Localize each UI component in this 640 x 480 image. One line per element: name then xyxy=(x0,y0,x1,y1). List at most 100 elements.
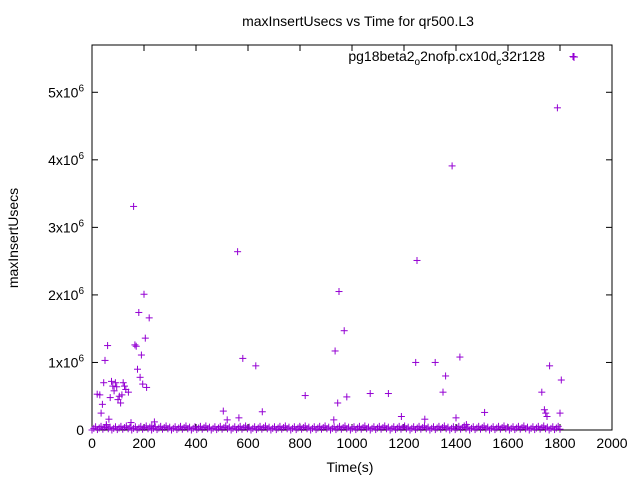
baseline-point xyxy=(520,422,528,430)
y-axis-label: maxInsertUsecs xyxy=(5,188,21,288)
data-point xyxy=(148,422,156,430)
data-point xyxy=(131,341,139,349)
x-tick-label: 1800 xyxy=(544,435,575,451)
data-point xyxy=(569,52,577,60)
data-point xyxy=(343,393,351,401)
data-point xyxy=(442,372,450,380)
y-tick-label: 0 xyxy=(76,422,84,438)
data-point xyxy=(335,288,343,296)
data-point xyxy=(117,399,125,407)
baseline-point xyxy=(182,422,190,430)
data-point xyxy=(258,408,266,416)
data-point xyxy=(448,162,456,170)
data-point xyxy=(421,415,429,423)
data-point xyxy=(143,383,151,391)
data-points xyxy=(88,52,577,434)
data-point xyxy=(557,376,565,384)
baseline-point xyxy=(341,422,349,430)
data-point xyxy=(135,308,143,316)
data-point xyxy=(113,383,121,391)
data-point xyxy=(481,408,489,416)
data-point xyxy=(235,414,243,422)
data-point xyxy=(97,409,105,417)
data-point xyxy=(462,421,470,429)
data-point xyxy=(105,415,113,423)
data-point xyxy=(132,342,140,350)
legend-label: pg18beta2o2nofp.cx10dc32r128 xyxy=(348,48,545,68)
baseline-point xyxy=(401,422,409,430)
data-point xyxy=(118,391,126,399)
data-point xyxy=(334,399,342,407)
baseline-point xyxy=(552,424,560,432)
baseline-point xyxy=(554,422,562,430)
data-point xyxy=(119,379,127,387)
data-point xyxy=(124,388,132,396)
data-point xyxy=(413,256,421,264)
data-point xyxy=(239,354,247,362)
legend: pg18beta2o2nofp.cx10dc32r128 xyxy=(348,48,578,68)
data-point xyxy=(331,347,339,355)
y-tick-label: 5x106 xyxy=(48,83,84,100)
data-point xyxy=(111,379,119,387)
data-point xyxy=(134,365,141,373)
baseline-point xyxy=(420,422,428,430)
baseline-point xyxy=(122,422,130,430)
data-point xyxy=(543,412,551,420)
baseline-point xyxy=(361,422,369,430)
baseline-point xyxy=(301,422,309,430)
y-tick-label: 2x106 xyxy=(48,286,84,303)
data-point xyxy=(366,390,374,398)
baseline-point xyxy=(162,422,170,430)
data-point xyxy=(252,362,260,370)
data-point xyxy=(141,334,149,342)
data-point xyxy=(140,290,148,298)
data-point xyxy=(98,400,106,408)
data-point xyxy=(456,353,464,361)
data-point xyxy=(301,392,309,400)
data-point xyxy=(330,416,338,424)
baseline-point xyxy=(261,422,269,430)
x-tick-label: 800 xyxy=(288,435,312,451)
x-tick-label: 1200 xyxy=(388,435,419,451)
data-point xyxy=(101,356,109,364)
x-tick-label: 400 xyxy=(184,435,208,451)
data-point xyxy=(431,358,439,366)
data-point xyxy=(234,248,242,256)
x-tick-label: 0 xyxy=(88,435,96,451)
x-tick-label: 1600 xyxy=(492,435,523,451)
data-point xyxy=(219,407,227,415)
data-point xyxy=(121,382,128,390)
data-point xyxy=(150,418,158,426)
data-point xyxy=(340,327,348,335)
baseline-point xyxy=(440,422,448,430)
data-point xyxy=(108,377,115,385)
x-tick-label: 200 xyxy=(132,435,156,451)
data-point xyxy=(136,373,144,381)
data-point xyxy=(542,409,550,417)
baseline-point xyxy=(321,422,329,430)
data-point xyxy=(439,388,447,396)
data-point xyxy=(100,379,108,387)
data-point xyxy=(384,390,392,398)
baseline-point xyxy=(281,422,289,430)
baseline-point xyxy=(202,422,210,430)
data-point xyxy=(127,419,135,427)
x-tick-label: 2000 xyxy=(596,435,627,451)
y-tick-label: 1x106 xyxy=(48,353,84,370)
data-point xyxy=(137,351,145,359)
baseline-point xyxy=(242,422,250,430)
x-tick-label: 1000 xyxy=(336,435,367,451)
baseline-point xyxy=(540,422,548,430)
chart-title: maxInsertUsecs vs Time for qr500.L3 xyxy=(242,13,474,29)
data-point xyxy=(546,362,554,370)
data-point xyxy=(110,387,118,395)
data-point xyxy=(223,416,231,424)
y-tick-label: 3x106 xyxy=(48,218,84,235)
data-point xyxy=(538,388,546,396)
data-point xyxy=(553,104,561,112)
data-point xyxy=(96,391,104,399)
x-tick-label: 600 xyxy=(236,435,260,451)
x-tick-label: 1400 xyxy=(440,435,471,451)
